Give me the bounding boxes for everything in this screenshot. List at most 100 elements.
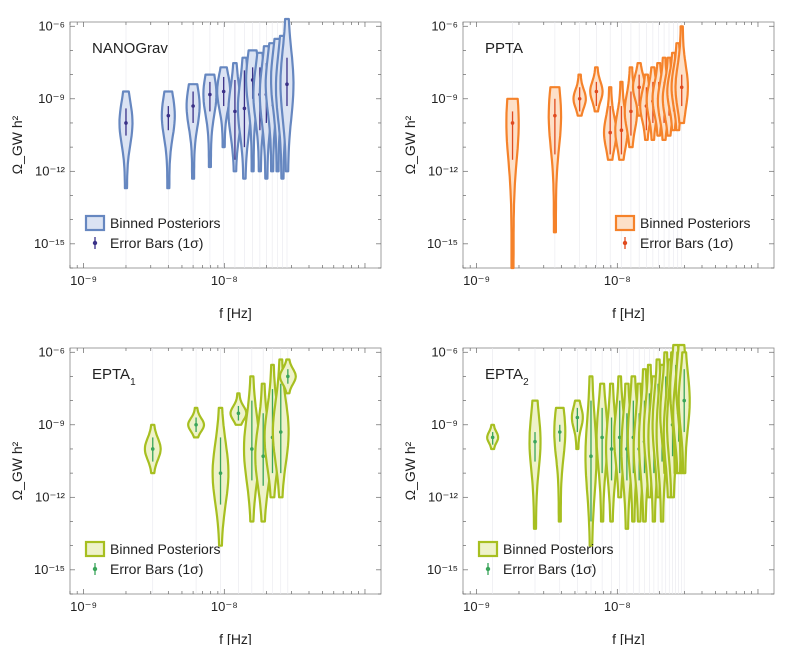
median-point: [194, 422, 198, 427]
y-tick-label: 10⁻⁹: [431, 91, 458, 106]
x-tick-label: 10⁻⁹: [463, 273, 490, 288]
x-axis-label: f [Hz]: [219, 305, 252, 321]
panel-title-subscript: 2: [523, 377, 529, 388]
violin-bin: [528, 399, 542, 530]
y-tick-label: 10⁻¹⁵: [34, 562, 65, 577]
legend-swatch-point: [92, 566, 98, 572]
median-point: [533, 439, 537, 444]
x-tick-label: 10⁻⁹: [463, 599, 490, 614]
median-point: [629, 109, 633, 114]
median-point: [150, 447, 155, 451]
median-point: [637, 85, 641, 90]
x-tick-label: 10⁻⁹: [70, 273, 97, 288]
median-point: [218, 471, 223, 475]
y-tick-label: 10⁻¹⁵: [427, 236, 458, 251]
y-tick-label: 10⁻⁹: [38, 91, 65, 106]
median-point: [124, 121, 128, 125]
violin-bin: [553, 406, 567, 523]
plot-frame: [462, 21, 775, 269]
x-tick-label: 10⁻⁸: [211, 273, 238, 288]
legend-label-errorbars: Error Bars (1σ): [503, 561, 596, 577]
median-point: [166, 113, 171, 118]
median-point: [510, 121, 515, 125]
legend-label-posteriors: Binned Posteriors: [503, 541, 614, 557]
y-tick-label: 10⁻¹⁵: [427, 562, 458, 577]
median-point: [490, 435, 495, 440]
median-point: [278, 430, 283, 434]
panel-title: EPTA1: [92, 366, 136, 388]
median-point: [553, 113, 557, 118]
y-tick-label: 10⁻⁶: [431, 18, 458, 33]
y-tick-label: 10⁻¹⁵: [34, 236, 65, 251]
panel-1: 10⁻⁹ 10⁻⁸ 10⁻¹⁵ 10⁻¹² 10⁻⁹ 10⁻⁶ f [Hz] Ω_GW h² P…: [402, 18, 775, 321]
panel-3: 10⁻⁹ 10⁻⁸ 10⁻¹⁵ 10⁻¹² 10⁻⁹ 10⁻⁶ f [Hz] Ω_GW h² E…: [402, 343, 775, 645]
y-tick-label: 10⁻⁶: [38, 344, 65, 359]
median-point: [250, 447, 254, 451]
y-tick-label: 10⁻¹²: [35, 489, 66, 504]
violin-bin: [505, 97, 520, 270]
median-point: [575, 415, 580, 420]
median-point: [589, 454, 593, 459]
violin-bin: [118, 90, 134, 190]
legend-label-errorbars: Error Bars (1σ): [640, 235, 733, 251]
median-point: [600, 435, 604, 440]
panel-title-subscript: 1: [130, 377, 136, 388]
median-point: [682, 398, 687, 403]
y-tick-label: 10⁻¹²: [35, 163, 66, 178]
x-tick-label: 10⁻⁸: [604, 599, 631, 614]
legend-swatch-point: [485, 566, 491, 572]
median-point: [221, 89, 226, 94]
legend-swatch-posteriors: [84, 540, 106, 558]
median-point: [191, 104, 195, 108]
y-tick-label: 10⁻¹²: [428, 163, 459, 178]
panel-title: EPTA2: [485, 366, 529, 388]
legend-label-errorbars: Error Bars (1σ): [110, 235, 203, 251]
x-tick-label: 10⁻⁸: [211, 599, 238, 614]
panel-title: NANOGrav: [92, 40, 168, 57]
legend-swatch-posteriors: [614, 214, 636, 232]
y-axis-label: Ω_GW h²: [402, 115, 418, 174]
median-point: [261, 454, 265, 459]
y-tick-label: 10⁻¹²: [428, 489, 459, 504]
panel-2: 10⁻⁹ 10⁻⁸ 10⁻¹⁵ 10⁻¹² 10⁻⁹ 10⁻⁶ f [Hz] Ω_GW h² E…: [9, 344, 382, 645]
legend-swatch-point: [92, 240, 98, 246]
violin-bin: [160, 90, 176, 190]
x-tick-label: 10⁻⁸: [604, 273, 631, 288]
median-point: [242, 106, 247, 111]
median-point: [608, 130, 612, 135]
y-tick-label: 10⁻⁶: [38, 18, 65, 33]
median-point: [233, 109, 237, 114]
panel-0: 10⁻⁹ 10⁻⁸ 10⁻¹⁵ 10⁻¹² 10⁻⁹ 10⁻⁶ f [Hz] Ω_GW h² N…: [9, 17, 382, 321]
y-tick-label: 10⁻⁹: [38, 417, 65, 432]
x-axis-label: f [Hz]: [612, 305, 645, 321]
x-axis-label: f [Hz]: [219, 631, 252, 645]
median-point: [236, 411, 241, 416]
plot-frame: [69, 21, 382, 269]
panel-title: PPTA: [485, 40, 523, 57]
y-axis-label: Ω_GW h²: [9, 441, 25, 500]
violin-bin: [202, 73, 218, 169]
x-axis-label: f [Hz]: [612, 631, 645, 645]
plot-frame: [69, 347, 382, 595]
y-axis-label: Ω_GW h²: [9, 115, 25, 174]
violin-bin: [185, 83, 201, 180]
legend-label-posteriors: Binned Posteriors: [640, 215, 751, 231]
plot-frame: [462, 347, 775, 595]
y-tick-label: 10⁻⁹: [431, 417, 458, 432]
violin-bin: [547, 86, 563, 234]
legend-swatch-posteriors: [477, 540, 499, 558]
median-point: [557, 430, 562, 434]
median-point: [619, 128, 624, 133]
y-tick-label: 10⁻⁶: [431, 344, 458, 359]
legend-label-errorbars: Error Bars (1σ): [110, 561, 203, 577]
median-point: [286, 374, 290, 379]
median-point: [594, 89, 599, 94]
median-point: [577, 96, 582, 101]
median-point: [208, 92, 212, 97]
y-axis-label: Ω_GW h²: [402, 441, 418, 500]
legend-label-posteriors: Binned Posteriors: [110, 215, 221, 231]
legend-swatch-posteriors: [84, 214, 106, 232]
x-tick-label: 10⁻⁹: [70, 599, 97, 614]
median-point: [285, 82, 289, 87]
